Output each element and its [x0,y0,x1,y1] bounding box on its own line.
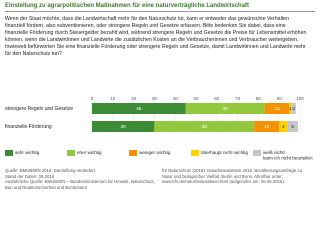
x-tick-label: 30 [152,96,158,101]
x-tick-label: 100 [296,96,304,101]
chart: 0 10 20 30 40 50 60 70 80 90 100 strengere Regeln u… [5,96,313,161]
x-tick-label: 80 [256,96,262,101]
page: Einstellung zu agrarpolitischen Maßnahme… [5,3,315,190]
bar-segment [92,121,155,132]
x-tick-label: 20 [131,96,137,101]
legend-label: weiß nicht/kann ich nicht beurteilen [263,150,313,161]
bar-segment [287,121,298,132]
legend-swatch [5,150,13,156]
value-label: 1 [289,106,292,112]
source-left: Quelle: BMUB/BfN 2016; Darstellung verän… [5,168,155,190]
category-label: strengere Regeln und Gesetze [5,106,73,112]
value-label: 38 [222,106,228,112]
bar-segment [264,103,290,114]
chart-title: Einstellung zu agrarpolitischen Maßnahme… [5,3,315,12]
value-label: 4 [282,124,285,130]
legend-swatch [129,150,137,156]
x-tick-label: 90 [277,96,283,101]
legend-swatch [67,150,75,156]
bar-segment [154,121,255,132]
value-label: 12 [264,124,270,130]
bar-segment [279,121,288,132]
value-label: 45 [136,106,142,112]
question-text: Wenn der Staat möchte, dass die Landwirt… [5,16,307,58]
value-label: 30 [121,124,127,130]
bar-segment [185,103,265,114]
bar-segment [92,103,186,114]
value-label: 48 [202,124,208,130]
legend-label: weniger wichtig [139,150,171,155]
value-label: 12 [274,106,280,112]
bar-segment [289,103,292,114]
legend-label: eher wichtig [77,150,102,155]
x-tick-label: 70 [235,96,241,101]
source-right: für Naturschutz (2016): Naturbewusstsein… [162,168,302,185]
value-label: 5 [291,124,294,130]
x-tick-label: 50 [193,96,199,101]
x-tick-label: 40 [173,96,179,101]
legend-swatch [253,150,261,156]
x-tick-label: 0 [91,96,94,101]
legend-swatch [191,150,199,156]
x-tick-label: 10 [110,96,116,101]
bar-segment [291,103,296,114]
bar-segment [254,121,280,132]
x-tick-label: 60 [214,96,220,101]
value-label: 2 [292,106,295,112]
legend-label: überhaupt nicht wichtig [201,150,248,155]
legend-label: sehr wichtig [15,150,40,155]
category-label: finanzielle Förderung [5,124,52,130]
